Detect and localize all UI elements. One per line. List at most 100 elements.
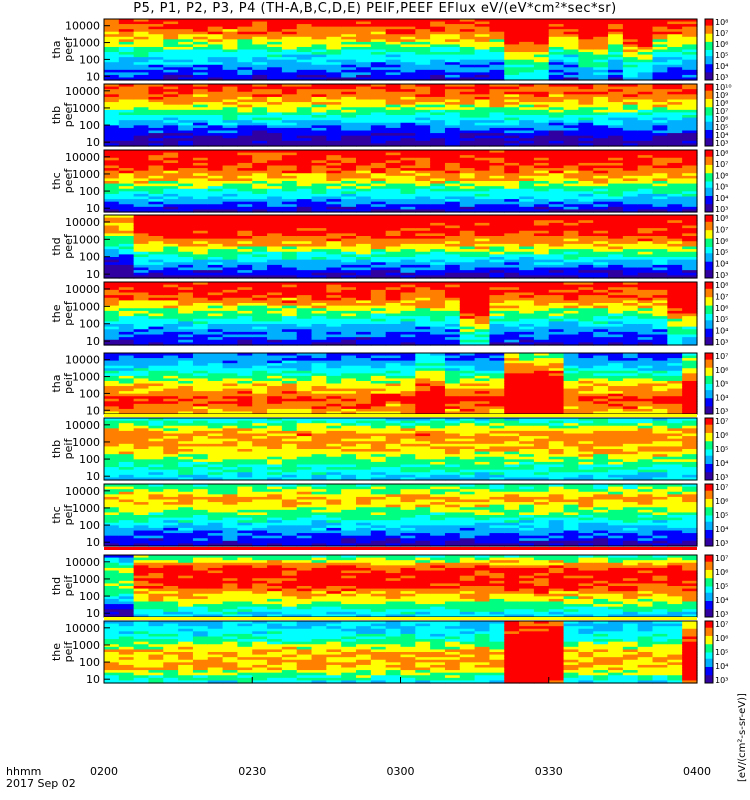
- heatmap-cell: [637, 275, 654, 279]
- heatmap-cell: [622, 49, 639, 53]
- heatmap-cell: [400, 36, 416, 40]
- heatmap-cell: [519, 72, 535, 76]
- heatmap-cell: [207, 295, 224, 299]
- heatmap-cell: [622, 74, 639, 79]
- heatmap-cell: [474, 138, 491, 142]
- heatmap-cell: [237, 246, 253, 250]
- heatmap-cell: [341, 321, 357, 325]
- heatmap-cell: [563, 326, 579, 330]
- heatmap-cell: [192, 284, 209, 288]
- heatmap-cell: [267, 186, 283, 190]
- heatmap-cell: [192, 178, 209, 182]
- heatmap-cell: [296, 297, 313, 301]
- heatmap-cell: [118, 334, 135, 338]
- heatmap-cell: [296, 196, 313, 200]
- heatmap-cell: [474, 67, 491, 71]
- heatmap-cell: [504, 41, 520, 46]
- heatmap-cell: [400, 140, 416, 145]
- heatmap-cell: [356, 243, 372, 248]
- heatmap-cell: [311, 133, 327, 137]
- heatmap-cell: [341, 254, 357, 258]
- heatmap-cell: [207, 267, 224, 271]
- heatmap-cell: [178, 228, 194, 232]
- heatmap-cell: [148, 220, 164, 224]
- heatmap-cell: [207, 334, 224, 338]
- heatmap-cell: [444, 165, 461, 169]
- heatmap-cell: [385, 127, 402, 132]
- heatmap-cell: [267, 222, 283, 227]
- heatmap-cell: [578, 69, 594, 73]
- heatmap-cell: [311, 165, 327, 169]
- colorbar-segment: [705, 117, 713, 120]
- heatmap-cell: [459, 133, 476, 137]
- heatmap-cell: [593, 342, 609, 346]
- heatmap-cell: [252, 67, 268, 71]
- heatmap-cell: [474, 225, 491, 229]
- heatmap-cell: [356, 84, 372, 88]
- heatmap-cell: [296, 287, 313, 291]
- heatmap-cell: [474, 339, 491, 343]
- heatmap-cell: [400, 199, 416, 203]
- heatmap-cell: [474, 133, 491, 137]
- heatmap-cell: [563, 19, 579, 23]
- heatmap-cell: [267, 24, 283, 28]
- heatmap-cell: [207, 115, 224, 119]
- heatmap-cell: [341, 62, 357, 66]
- colorbar-segment: [705, 21, 713, 24]
- heatmap-cell: [563, 324, 579, 328]
- heatmap-cell: [682, 74, 698, 79]
- heatmap-cell: [267, 138, 283, 142]
- heatmap-cell: [118, 133, 135, 137]
- heatmap-cell: [667, 140, 683, 145]
- heatmap-cell: [622, 217, 639, 221]
- heatmap-cell: [148, 52, 164, 56]
- heatmap-cell: [192, 292, 209, 296]
- heatmap-cell: [608, 310, 624, 315]
- heatmap-cell: [459, 230, 476, 234]
- heatmap-cell: [104, 217, 120, 221]
- heatmap-cell: [237, 225, 253, 229]
- heatmap-cell: [237, 143, 253, 147]
- heatmap-cell: [489, 329, 505, 333]
- heatmap-cell: [608, 89, 624, 93]
- heatmap-cell: [192, 241, 209, 245]
- heatmap-cell: [563, 233, 579, 237]
- heatmap-cell: [637, 196, 654, 200]
- heatmap-cell: [563, 183, 579, 187]
- heatmap-cell: [178, 270, 194, 274]
- colorbar-tick-label: 10⁶: [715, 40, 728, 49]
- heatmap-cell: [474, 57, 491, 61]
- heatmap-cell: [237, 175, 253, 180]
- heatmap-cell: [548, 292, 565, 296]
- heatmap-cell: [267, 112, 283, 116]
- heatmap-cell: [356, 107, 372, 111]
- heatmap-cell: [444, 135, 461, 139]
- heatmap-cell: [430, 262, 446, 266]
- heatmap-cell: [459, 257, 476, 261]
- heatmap-cell: [578, 339, 594, 343]
- heatmap-cell: [652, 254, 668, 258]
- heatmap-cell: [652, 243, 668, 248]
- heatmap-cell: [578, 133, 594, 137]
- heatmap-cell: [281, 204, 298, 208]
- heatmap-cell: [192, 264, 209, 269]
- heatmap-cell: [667, 305, 683, 309]
- heatmap-cell: [118, 135, 135, 139]
- heatmap-cell: [548, 138, 565, 142]
- heatmap-cell: [163, 331, 179, 336]
- heatmap-cell: [267, 316, 283, 320]
- heatmap-cell: [608, 236, 624, 240]
- heatmap-cell: [533, 84, 550, 88]
- heatmap-cell: [519, 89, 535, 93]
- heatmap-cell: [682, 127, 698, 132]
- heatmap-cell: [430, 225, 446, 229]
- heatmap-cell: [637, 230, 654, 234]
- heatmap-cell: [652, 233, 668, 237]
- heatmap-cell: [578, 109, 594, 114]
- heatmap-cell: [519, 117, 535, 121]
- heatmap-cell: [133, 138, 150, 142]
- heatmap-cell: [533, 201, 550, 205]
- heatmap-cell: [178, 109, 194, 114]
- heatmap-cell: [222, 337, 239, 341]
- heatmap-cell: [326, 287, 342, 291]
